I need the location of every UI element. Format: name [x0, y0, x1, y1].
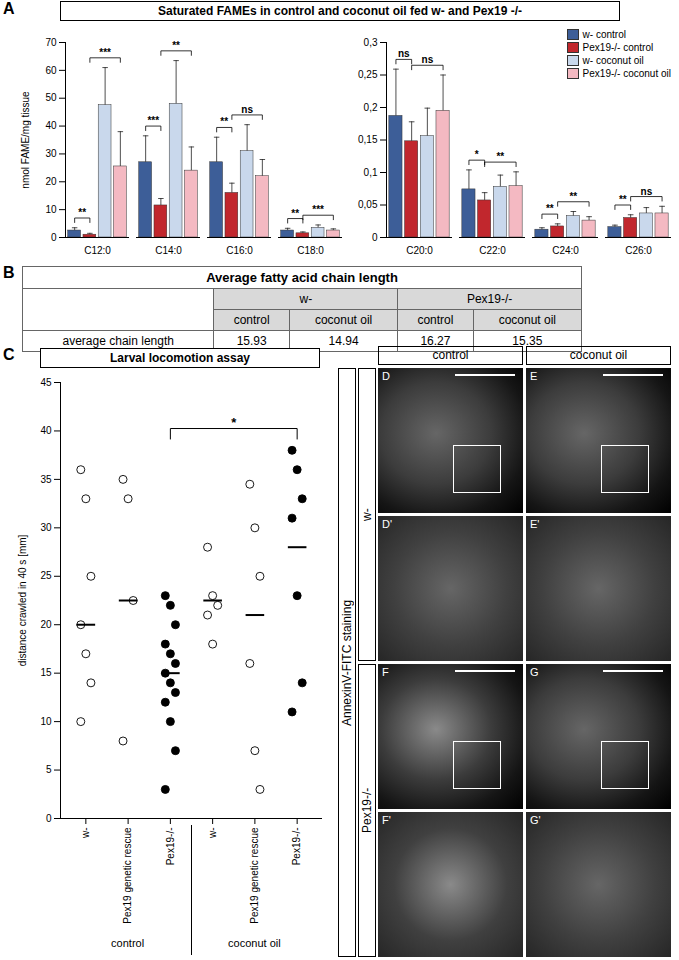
svg-text:0,1: 0,1 — [364, 167, 378, 178]
svg-text:distance crawled in 40 s [mm]: distance crawled in 40 s [mm] — [17, 534, 28, 666]
svg-text:0,05: 0,05 — [358, 199, 378, 210]
svg-text:C26:0: C26:0 — [625, 245, 652, 256]
html-text:14.94: 14.94 — [328, 334, 359, 348]
html-text:AnnexinV-FITC staining: AnnexinV-FITC staining — [340, 599, 354, 726]
svg-text:25: 25 — [40, 570, 52, 581]
svg-text:ns: ns — [422, 54, 434, 65]
html-text:w-: w- — [360, 508, 374, 521]
svg-text:w-: w- — [80, 828, 91, 840]
svg-text:nmol FAME/mg tissue: nmol FAME/mg tissue — [20, 91, 31, 189]
svg-text:0,15: 0,15 — [358, 134, 378, 145]
html-text:A: A — [3, 0, 15, 17]
html-text:G': G' — [530, 814, 541, 826]
svg-text:**: ** — [619, 194, 627, 205]
svg-text:ns: ns — [398, 48, 410, 59]
html-text:G: G — [530, 666, 539, 678]
svg-text:**: ** — [496, 151, 504, 162]
svg-text:70: 70 — [45, 37, 57, 48]
svg-text:0: 0 — [372, 232, 378, 243]
svg-text:30: 30 — [40, 522, 52, 533]
svg-text:0,2: 0,2 — [364, 102, 378, 113]
html-text:Pex19-/- control: Pex19-/- control — [582, 42, 654, 53]
svg-text:**: ** — [220, 116, 228, 127]
svg-text:20: 20 — [40, 619, 52, 630]
html-text:F: F — [382, 666, 389, 678]
svg-text:*: * — [231, 415, 237, 430]
svg-text:0: 0 — [51, 232, 57, 243]
svg-text:Pex19-/-: Pex19-/- — [291, 828, 302, 866]
html-text:D': D' — [382, 518, 392, 530]
svg-text:***: *** — [147, 115, 159, 126]
html-text:coconut oil: coconut oil — [569, 348, 628, 362]
svg-text:0,25: 0,25 — [358, 69, 378, 80]
svg-text:50: 50 — [45, 92, 57, 103]
html-text:B: B — [3, 264, 15, 281]
html-text:D: D — [382, 370, 390, 382]
svg-text:**: ** — [78, 207, 86, 218]
svg-text:40: 40 — [40, 425, 52, 436]
html-text:16.27: 16.27 — [420, 334, 451, 348]
svg-text:**: ** — [172, 40, 180, 51]
html-text:coconut oil: coconut oil — [498, 313, 556, 327]
html-text:Pex19-/-: Pex19-/- — [466, 292, 513, 306]
html-text:Average fatty acid chain lengt: Average fatty acid chain length — [206, 270, 398, 285]
html-text:control: control — [417, 313, 454, 327]
svg-text:35: 35 — [40, 474, 52, 485]
svg-text:Pex19 genetic rescue: Pex19 genetic rescue — [122, 827, 133, 924]
html-text:control: control — [432, 348, 469, 362]
svg-text:C24:0: C24:0 — [552, 245, 579, 256]
svg-text:0: 0 — [46, 813, 52, 824]
svg-text:C18:0: C18:0 — [297, 245, 324, 256]
svg-text:30: 30 — [45, 148, 57, 159]
svg-text:10: 10 — [40, 716, 52, 727]
html-text:w- coconut oil: w- coconut oil — [582, 55, 644, 66]
svg-text:Pex19 genetic rescue: Pex19 genetic rescue — [249, 827, 260, 924]
svg-text:C22:0: C22:0 — [479, 245, 506, 256]
svg-text:Pex19-/-: Pex19-/- — [165, 828, 176, 866]
html-text:15.35: 15.35 — [512, 334, 543, 348]
html-text:C: C — [3, 346, 15, 363]
svg-text:20: 20 — [45, 176, 57, 187]
svg-text:***: *** — [312, 204, 324, 215]
svg-text:C14:0: C14:0 — [155, 245, 182, 256]
html-text:Saturated FAMEs in control and: Saturated FAMEs in control and coconut o… — [158, 4, 522, 18]
html-text:Pex19-/- coconut oil: Pex19-/- coconut oil — [582, 68, 671, 79]
svg-text:**: ** — [569, 191, 577, 202]
html-text:w-: w- — [299, 292, 313, 306]
svg-text:**: ** — [546, 203, 554, 214]
html-text:average chain length: average chain length — [62, 334, 174, 348]
html-text:15.93: 15.93 — [236, 334, 267, 348]
svg-text:*: * — [475, 149, 479, 160]
svg-text:60: 60 — [45, 65, 57, 76]
svg-text:45: 45 — [40, 377, 52, 388]
svg-text:10: 10 — [45, 204, 57, 215]
svg-text:ns: ns — [641, 186, 653, 197]
html-text:control: control — [233, 313, 270, 327]
svg-text:ns: ns — [241, 104, 253, 115]
svg-text:**: ** — [291, 208, 299, 219]
html-text:coconut oil: coconut oil — [314, 313, 373, 327]
html-text:w- control: w- control — [582, 29, 626, 40]
svg-text:0,3: 0,3 — [364, 37, 378, 48]
html-text:Pex19-/-: Pex19-/- — [360, 787, 374, 834]
svg-text:C20:0: C20:0 — [406, 245, 433, 256]
html-text:control: control — [111, 937, 145, 949]
html-text:coconut oil: coconut oil — [228, 937, 281, 949]
svg-text:C16:0: C16:0 — [226, 245, 253, 256]
html-text:E: E — [530, 370, 538, 382]
svg-text:w-: w- — [207, 828, 218, 840]
svg-text:40: 40 — [45, 120, 57, 131]
svg-text:5: 5 — [46, 764, 52, 775]
svg-text:15: 15 — [40, 667, 52, 678]
svg-text:C12:0: C12:0 — [84, 245, 111, 256]
svg-text:***: *** — [99, 47, 111, 58]
html-text:F': F' — [382, 814, 391, 826]
html-text:E': E' — [530, 518, 540, 530]
html-text:Larval locomotion assay: Larval locomotion assay — [110, 351, 250, 365]
